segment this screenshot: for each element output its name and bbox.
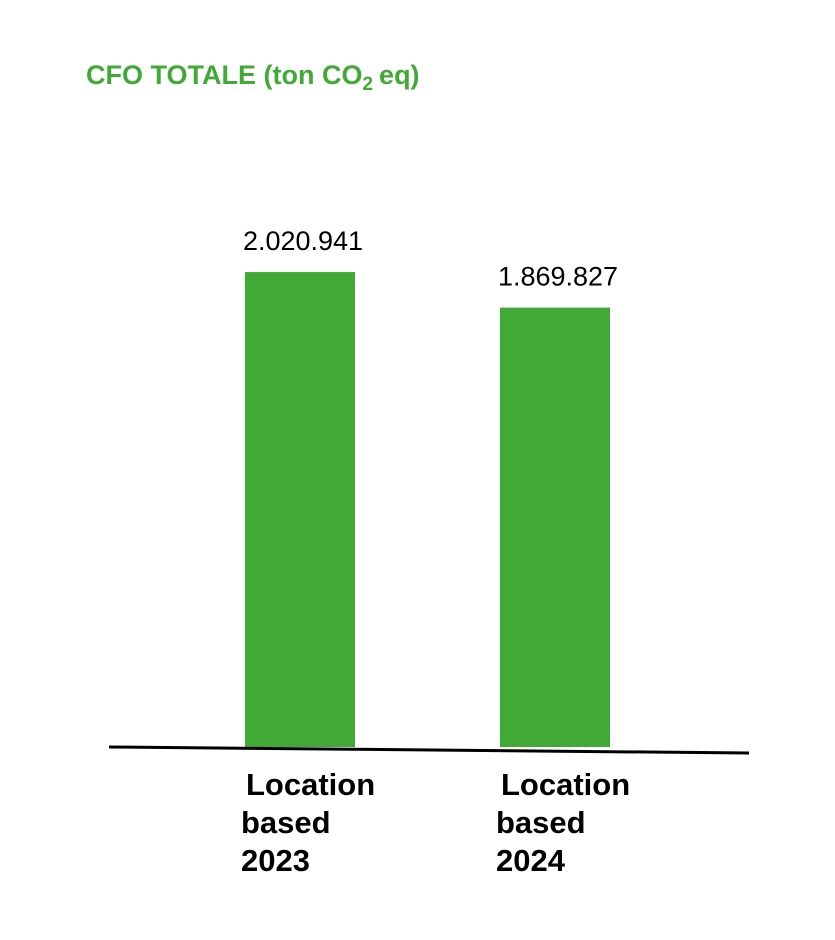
x-axis-line [108,745,750,755]
category-label-line2: based [241,805,331,840]
chart-title-subscript: 2 [362,74,374,95]
category-label-line1: Location [501,767,631,802]
chart-title: CFO TOTALE (ton CO2 eq) [86,60,420,95]
category-label-2023: Location based 2023 [241,766,376,880]
category-label-line3: 2024 [496,843,565,878]
category-label-line2: based [496,805,586,840]
data-label-0: 2.020.941 [243,226,363,256]
category-label-line3: 2023 [241,843,310,878]
category-label-2024: Location based 2024 [496,766,631,880]
data-label-1: 1.869.827 [498,262,618,292]
chart-title-tail: eq) [379,60,420,90]
chart-title-main: CFO TOTALE (ton CO [86,60,363,90]
bar-1 [500,307,610,747]
category-label-line1: Location [246,767,376,802]
bar-0 [245,272,355,747]
